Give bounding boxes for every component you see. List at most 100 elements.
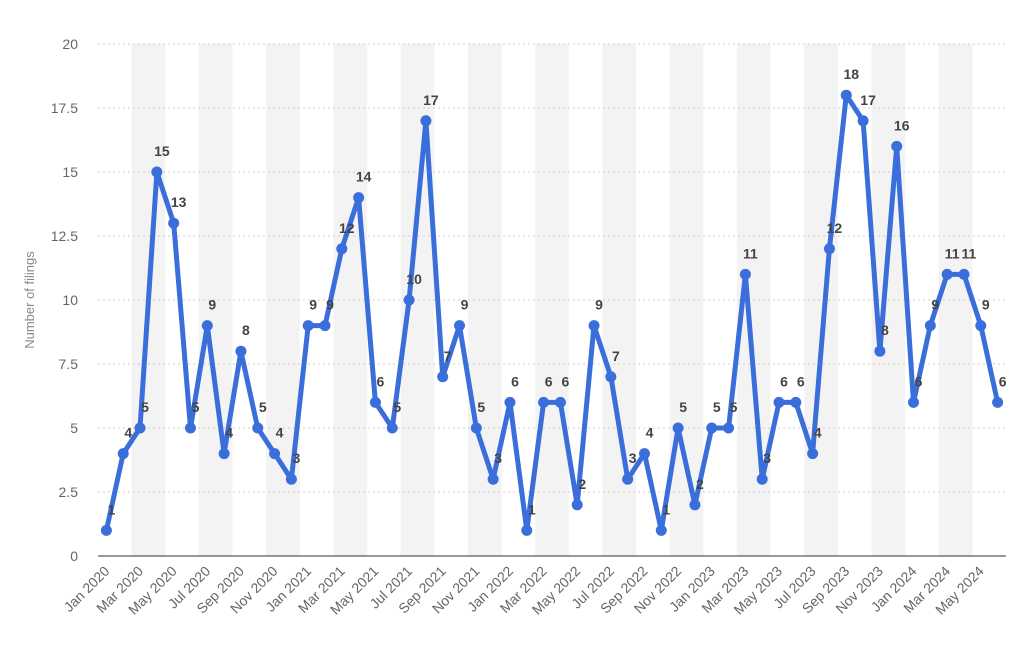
data-point xyxy=(908,396,920,408)
data-label: 9 xyxy=(931,297,939,313)
data-point xyxy=(285,473,297,485)
data-point xyxy=(420,115,432,127)
data-point xyxy=(790,396,802,408)
data-point xyxy=(992,396,1004,408)
data-label: 4 xyxy=(646,425,654,441)
series-layer xyxy=(100,89,1004,536)
data-point xyxy=(857,115,869,127)
data-point xyxy=(605,371,617,383)
data-label: 6 xyxy=(797,373,805,389)
data-label: 9 xyxy=(461,297,469,313)
data-label: 7 xyxy=(444,348,452,364)
data-label: 11 xyxy=(962,245,977,261)
data-point xyxy=(437,371,449,383)
data-point xyxy=(975,320,987,332)
data-label: 10 xyxy=(406,271,422,287)
data-point xyxy=(235,345,247,357)
y-tick-label: 2.5 xyxy=(59,484,79,500)
data-point xyxy=(756,473,768,485)
data-label: 5 xyxy=(679,399,687,415)
data-point xyxy=(622,473,634,485)
data-point xyxy=(958,268,970,280)
data-label: 4 xyxy=(814,425,822,441)
data-label: 11 xyxy=(945,245,960,261)
data-label: 6 xyxy=(545,373,553,389)
data-label: 9 xyxy=(982,297,990,313)
data-label: 5 xyxy=(477,399,485,415)
data-point xyxy=(823,243,835,255)
data-label: 9 xyxy=(208,297,216,313)
data-label: 5 xyxy=(730,399,738,415)
data-point xyxy=(689,499,701,511)
data-point xyxy=(386,422,398,434)
data-label: 8 xyxy=(881,322,889,338)
data-label: 2 xyxy=(696,476,704,492)
data-label: 4 xyxy=(225,425,233,441)
data-point xyxy=(252,422,264,434)
data-label: 1 xyxy=(108,501,116,517)
data-label: 5 xyxy=(192,399,200,415)
data-point xyxy=(638,448,650,460)
data-point xyxy=(874,345,886,357)
data-label: 6 xyxy=(780,373,788,389)
data-label: 6 xyxy=(511,373,519,389)
data-label: 3 xyxy=(763,450,771,466)
data-point xyxy=(134,422,146,434)
data-point xyxy=(571,499,583,511)
column-bands xyxy=(131,44,973,556)
data-label: 9 xyxy=(326,297,334,313)
data-label: 9 xyxy=(595,297,603,313)
data-label: 8 xyxy=(242,322,250,338)
data-label: 3 xyxy=(494,450,502,466)
data-point xyxy=(302,320,314,332)
data-point xyxy=(168,217,180,229)
data-label: 18 xyxy=(843,66,859,82)
data-label: 6 xyxy=(999,373,1007,389)
data-point xyxy=(538,396,550,408)
data-point xyxy=(201,320,213,332)
y-tick-label: 7.5 xyxy=(59,356,79,372)
data-point xyxy=(773,396,785,408)
y-tick-label: 12.5 xyxy=(51,228,78,244)
data-point xyxy=(840,89,852,101)
data-label: 4 xyxy=(276,425,284,441)
y-tick-label: 5 xyxy=(70,420,78,436)
data-label: 12 xyxy=(827,220,843,236)
y-tick-label: 17.5 xyxy=(51,100,78,116)
data-label: 5 xyxy=(393,399,401,415)
data-label: 3 xyxy=(292,450,300,466)
data-label: 15 xyxy=(154,143,170,159)
data-label: 5 xyxy=(141,399,149,415)
y-tick-label: 15 xyxy=(62,164,78,180)
data-label: 6 xyxy=(562,373,570,389)
data-label: 9 xyxy=(309,297,317,313)
data-point xyxy=(706,422,718,434)
data-point xyxy=(336,243,348,255)
data-label: 17 xyxy=(860,92,876,108)
data-label: 13 xyxy=(171,194,187,210)
data-point xyxy=(151,166,163,178)
data-point xyxy=(554,396,566,408)
data-point xyxy=(117,448,129,460)
data-point xyxy=(807,448,819,460)
data-label: 11 xyxy=(743,245,758,261)
data-point xyxy=(588,320,600,332)
data-point xyxy=(269,448,281,460)
data-label: 1 xyxy=(528,501,536,517)
data-point xyxy=(941,268,953,280)
data-point xyxy=(739,268,751,280)
data-label: 17 xyxy=(423,92,439,108)
data-point xyxy=(672,422,684,434)
y-tick-label: 10 xyxy=(62,292,78,308)
y-axis-title: Number of filings xyxy=(22,251,37,349)
data-point xyxy=(218,448,230,460)
data-label: 4 xyxy=(124,425,132,441)
data-label: 3 xyxy=(629,450,637,466)
data-point xyxy=(403,294,415,306)
data-label: 16 xyxy=(894,117,910,133)
data-point xyxy=(723,422,735,434)
data-point xyxy=(891,140,903,152)
